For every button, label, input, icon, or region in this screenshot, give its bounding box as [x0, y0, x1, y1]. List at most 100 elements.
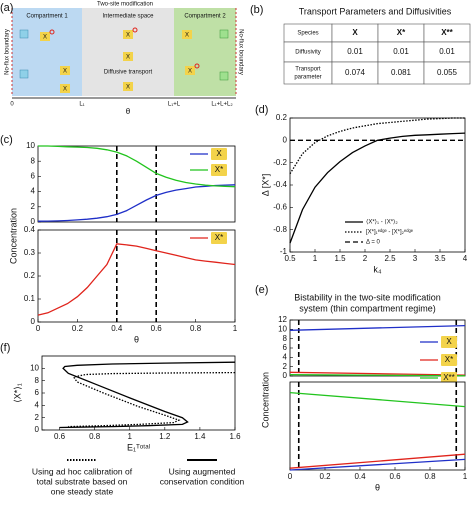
icon — [123, 52, 133, 61]
annotation: total substrate based on — [37, 476, 128, 486]
legend-label: X* — [445, 355, 453, 364]
y-tick-label: 2 — [35, 413, 40, 422]
series-line — [68, 371, 236, 428]
legend-label: X — [446, 337, 452, 346]
annotation: one steady state — [51, 486, 114, 496]
y-tick-label: 10 — [26, 141, 35, 150]
x-tick-label: 0.6 — [54, 432, 66, 441]
table-text: 0.01 — [347, 47, 363, 56]
y-axis-label: Concentration — [8, 208, 18, 264]
enzyme-icon — [19, 69, 29, 79]
x-tick-label: 0.4 — [111, 324, 123, 333]
table-header: Species — [297, 31, 318, 37]
diagram-title: Two-site modification — [97, 2, 153, 8]
compartment-1 — [12, 8, 82, 96]
series-line — [289, 373, 466, 377]
x-axis-label: θ — [375, 482, 380, 492]
boundary-label: No-flux boundary — [5, 29, 11, 75]
x-tick-label: 0.6 — [151, 324, 163, 333]
x-tick-label: 2 — [363, 254, 368, 263]
y-axis-label: Δ [X*] — [260, 174, 270, 197]
y-tick-label: 2 — [31, 202, 36, 211]
legend-icon — [211, 164, 227, 176]
compartment-label: Compartment 1 — [26, 14, 68, 20]
table-text: 0.055 — [437, 68, 458, 77]
series-line — [59, 361, 236, 429]
x-tick-label: 0.8 — [424, 472, 436, 481]
table-text: 0.081 — [391, 68, 412, 77]
icon — [60, 84, 70, 93]
series-line — [38, 145, 236, 188]
x-tick-label: 1 — [463, 472, 468, 481]
axis-tick-label: L₁+L — [168, 102, 181, 108]
legend-icon — [441, 372, 457, 384]
x-tick-label: 0 — [36, 324, 41, 333]
x-tick-label: 1.2 — [159, 432, 171, 441]
legend-label: X** — [443, 373, 455, 382]
x-tick-label: 1 — [313, 254, 318, 263]
x-tick-label: 0.2 — [72, 324, 84, 333]
x-tick-label: 3.5 — [434, 254, 446, 263]
compartment-2 — [174, 8, 236, 96]
y-tick-label: 10 — [278, 324, 287, 333]
series-line — [37, 243, 236, 316]
x-tick-label: 1.4 — [194, 432, 206, 441]
x-tick-label: 3 — [413, 254, 418, 263]
y-axis-label: Concentration — [260, 372, 270, 428]
transport-label: Diffusive transport — [104, 70, 153, 76]
intermediate-label: Intermediate space — [102, 14, 154, 20]
y-tick-label: 0.3 — [24, 248, 36, 257]
icons: X X X X X X X X — [19, 27, 229, 93]
x-tick-label: 0 — [288, 472, 293, 481]
icon-label: X — [126, 85, 130, 91]
annotation: conservation condition — [160, 476, 245, 486]
icon — [40, 32, 50, 41]
plot-frame — [37, 229, 236, 323]
x-tick-label: 0.8 — [190, 324, 202, 333]
axis-tick-label: L₁ — [79, 102, 84, 108]
y-tick-label: 0.2 — [24, 271, 36, 280]
enzyme-icon — [219, 71, 229, 81]
icon — [123, 30, 133, 39]
series-line — [289, 453, 466, 469]
y-tick-label: -0.4 — [273, 180, 287, 189]
y-tick-label: 12 — [278, 315, 287, 324]
annotation: Using augmented — [169, 466, 236, 476]
x-tick-label: 1 — [128, 432, 133, 441]
chart-title: Bistability in the two-site modification — [294, 292, 441, 302]
axis-label: θ — [126, 107, 131, 116]
axis-tick-label: 0 — [10, 102, 14, 108]
panel-label: (b) — [250, 4, 263, 16]
annotation: Using ad hoc calibration of — [32, 466, 133, 476]
y-tick-label: 4 — [283, 352, 288, 361]
table-text: 0.01 — [393, 47, 409, 56]
plot-frame — [37, 145, 236, 223]
table-text: 0.074 — [345, 68, 366, 77]
legend-label: Δ = 0 — [366, 240, 381, 246]
table-title: Transport Parameters and Diffusivities — [299, 6, 452, 16]
y-tick-label: 4 — [35, 400, 40, 409]
y-axis-label: ⟨X*⟩₁ — [12, 383, 22, 403]
y-tick-label: 4 — [31, 187, 36, 196]
enzyme-icon — [219, 29, 229, 39]
y-tick-label: 6 — [31, 172, 36, 181]
panel-label: (d) — [255, 104, 268, 116]
series-line — [37, 184, 236, 222]
legend-icon — [441, 354, 457, 366]
series-line — [289, 371, 466, 376]
diagram: Two-site modification No-flux boundary N… — [5, 2, 244, 117]
table-text: Diffusivity — [295, 50, 321, 56]
table-header: X* — [397, 28, 406, 37]
x-tick-label: 4 — [463, 254, 468, 263]
table-text: 0.01 — [439, 47, 455, 56]
y-tick-label: 8 — [31, 156, 36, 165]
y-tick-label: 0.2 — [276, 113, 288, 122]
phospho-mark — [49, 29, 55, 35]
table-text: Transport — [295, 67, 321, 73]
y-tick-label: 6 — [283, 343, 288, 352]
y-tick-label: 0.1 — [24, 294, 36, 303]
panel-label: (a) — [0, 2, 13, 14]
y-tick-label: -0.8 — [273, 225, 287, 234]
x-tick-label: 0.2 — [319, 472, 331, 481]
